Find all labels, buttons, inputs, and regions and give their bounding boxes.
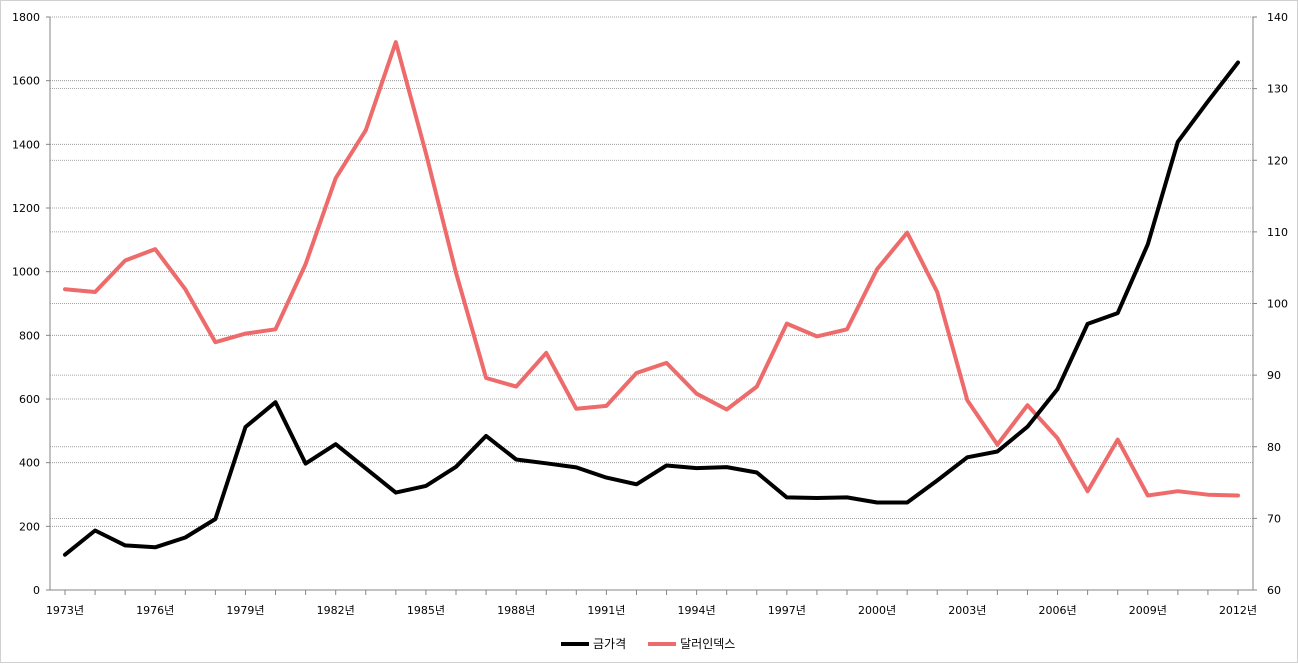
series-line-gold xyxy=(63,60,1240,557)
y-right-tick-label: 140 xyxy=(1267,11,1288,24)
series-lines xyxy=(63,40,1240,557)
x-tick-label: 1991년 xyxy=(587,604,625,617)
gridlines xyxy=(50,16,1253,527)
x-tick-label: 2009년 xyxy=(1129,604,1167,617)
legend-label-dollar-index: 달러인덱스 xyxy=(680,637,736,651)
y-left-tick-label: 1800 xyxy=(12,11,40,24)
y-left-tick-label: 600 xyxy=(19,393,40,406)
x-tick-label: 1985년 xyxy=(407,604,445,617)
legend-swatch-dollar-index xyxy=(648,641,677,646)
series-line-dollar-index xyxy=(63,40,1240,498)
x-tick-label: 2012년 xyxy=(1219,604,1257,617)
legend: 금가격 달러인덱스 xyxy=(561,635,735,652)
x-tick-label: 1997년 xyxy=(768,604,806,617)
x-tick-label: 1994년 xyxy=(678,604,716,617)
y-left-tick-label: 400 xyxy=(19,457,40,470)
x-tick-label: 1982년 xyxy=(317,604,355,617)
x-tick-label: 1976년 xyxy=(136,604,174,617)
axes: 0 200 400 600 800 1000 1200 1400 1600 1800 60 70 80 9… xyxy=(12,11,1288,617)
legend-label-gold: 금가격 xyxy=(593,637,627,651)
y-right-tick-label: 130 xyxy=(1267,83,1288,96)
y-left-tick-label: 200 xyxy=(19,520,40,533)
x-tick-label: 1973년 xyxy=(46,604,84,617)
y-right-tick-label: 100 xyxy=(1267,298,1288,311)
x-tick-label: 2000년 xyxy=(858,604,896,617)
legend-item-dollar-index: 달러인덱스 xyxy=(648,635,735,652)
y-left-tick-label: 1400 xyxy=(12,138,40,151)
x-tick-label: 2006년 xyxy=(1038,604,1076,617)
x-tick-label: 1988년 xyxy=(497,604,535,617)
y-right-tick-label: 80 xyxy=(1267,441,1281,454)
y-left-tick-label: 800 xyxy=(19,329,40,342)
legend-item-gold: 금가격 xyxy=(561,635,626,652)
y-right-tick-label: 110 xyxy=(1267,226,1288,239)
y-right-tick-label: 120 xyxy=(1267,154,1288,167)
y-right-tick-label: 60 xyxy=(1267,584,1281,597)
y-left-tick-label: 1200 xyxy=(12,202,40,215)
y-right-tick-label: 70 xyxy=(1267,512,1281,525)
x-tick-label: 1979년 xyxy=(226,604,264,617)
legend-swatch-gold xyxy=(561,641,589,646)
x-tick-label: 2003년 xyxy=(948,604,986,617)
y-left-tick-label: 1000 xyxy=(12,266,40,279)
y-right-tick-label: 90 xyxy=(1267,369,1281,382)
y-left-tick-label: 0 xyxy=(33,584,40,597)
y-left-tick-label: 1600 xyxy=(12,75,40,88)
